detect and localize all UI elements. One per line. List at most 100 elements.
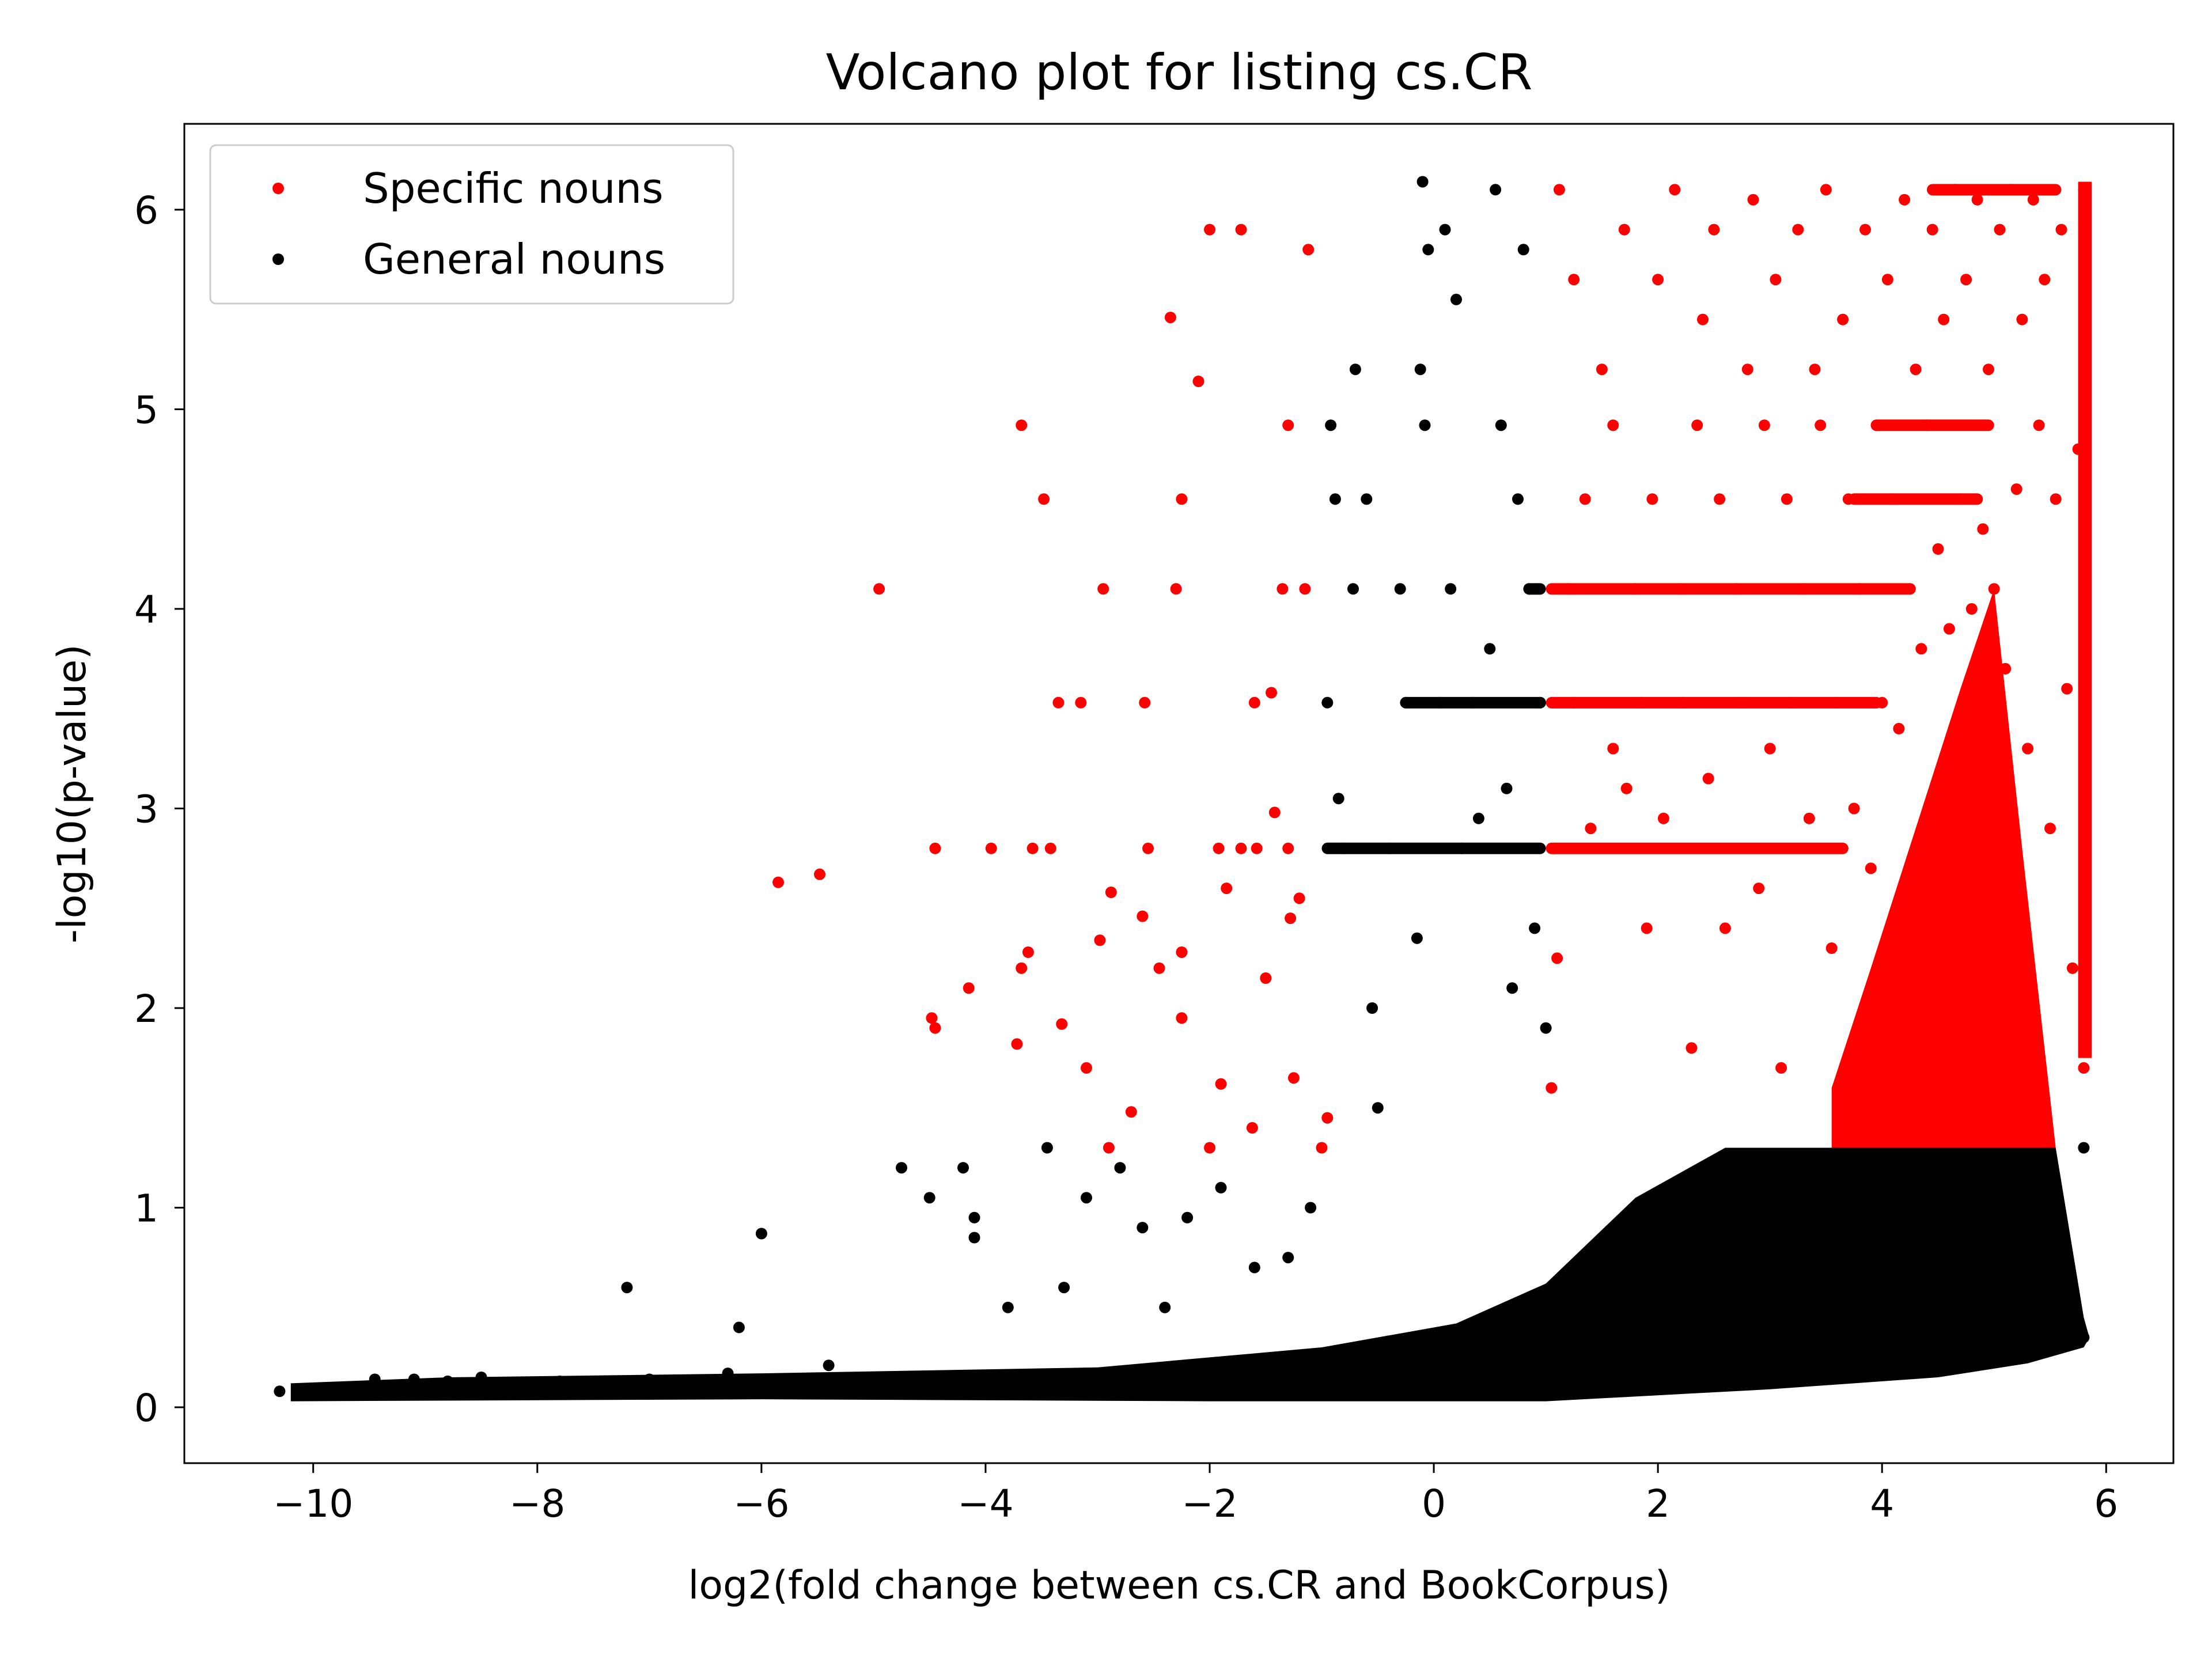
point-band-0-0	[1321, 842, 1546, 854]
general-noun-point	[778, 1377, 790, 1389]
specific-noun-point	[1994, 224, 2006, 236]
specific-noun-point	[1915, 643, 1927, 655]
specific-noun-point	[1568, 274, 1580, 286]
legend-marker-specific	[272, 183, 284, 194]
general-noun-point	[1414, 363, 1426, 376]
specific-noun-point	[929, 842, 941, 854]
point-band-1-1	[1546, 696, 1883, 709]
general-noun-point	[1325, 419, 1337, 431]
general-noun-point	[1058, 1282, 1070, 1294]
general-noun-point	[2044, 1222, 2056, 1234]
specific-noun-point	[1285, 912, 1297, 925]
specific-noun-point	[1831, 696, 1843, 709]
general-noun-point	[1002, 1301, 1014, 1313]
general-noun-point	[1467, 696, 1479, 709]
specific-noun-point	[1011, 1038, 1023, 1050]
scatter-points	[274, 176, 2090, 1397]
specific-noun-point	[1568, 696, 1580, 709]
general-noun-point	[1512, 493, 1524, 505]
specific-noun-point	[814, 868, 825, 880]
specific-noun-point	[1192, 376, 1205, 387]
specific-noun-point	[1926, 224, 1938, 236]
specific-noun-point	[1170, 583, 1182, 595]
general-noun-point	[1366, 1002, 1378, 1014]
specific-noun-point	[929, 1022, 941, 1034]
specific-noun-point	[1105, 887, 1117, 898]
specific-noun-point	[1685, 1042, 1698, 1054]
specific-noun-point	[1277, 583, 1289, 595]
specific-noun-point	[2010, 483, 2022, 495]
specific-noun-point	[1932, 543, 1944, 555]
general-noun-point	[1596, 1241, 1608, 1253]
specific-noun-point	[1081, 1062, 1092, 1074]
specific-noun-point	[1786, 696, 1798, 709]
specific-noun-point	[1870, 419, 1883, 431]
specific-noun-point	[1747, 194, 1759, 206]
specific-noun-point	[1770, 274, 1782, 286]
y-tick-label: 2	[134, 987, 158, 1031]
specific-noun-point	[1960, 274, 1972, 286]
legend-marker-general	[272, 253, 284, 265]
specific-noun-point	[1753, 882, 1765, 895]
general-noun-point	[755, 1228, 767, 1240]
general-noun-point	[1041, 1142, 1053, 1154]
specific-noun-point	[1027, 842, 1039, 854]
specific-noun-point	[1904, 583, 1916, 595]
general-noun-point	[968, 1232, 980, 1244]
general-noun-point	[1501, 782, 1513, 794]
y-tick-label: 3	[134, 787, 158, 831]
specific-noun-point	[1579, 493, 1591, 505]
specific-noun-point	[1938, 313, 1950, 325]
specific-noun-point	[1691, 419, 1703, 431]
general-noun-point	[968, 1211, 980, 1224]
specific-noun-point	[1697, 313, 1709, 325]
plot-frame	[183, 123, 2175, 1464]
specific-noun-point	[1562, 583, 1574, 595]
specific-noun-point	[1260, 972, 1272, 984]
y-tick-label: 0	[134, 1386, 158, 1430]
y-tick-label: 6	[134, 188, 158, 233]
general-noun-point	[688, 1377, 700, 1389]
specific-noun-point	[1669, 184, 1681, 196]
general-noun-point	[643, 1373, 656, 1385]
legend-label-specific: Specific nouns	[363, 164, 664, 213]
specific-noun-point	[1641, 922, 1653, 934]
x-tick-label: 6	[2094, 1482, 2118, 1526]
general-noun-point	[1529, 922, 1541, 934]
specific-noun-point	[1803, 812, 1815, 824]
specific-noun-point	[1607, 743, 1619, 755]
general-nouns-cloud	[290, 1147, 2090, 1402]
specific-noun-point	[1282, 842, 1294, 854]
specific-noun-point	[1287, 1072, 1300, 1084]
general-noun-point	[1445, 583, 1457, 595]
specific-noun-point	[1235, 842, 1247, 854]
general-noun-point	[442, 1375, 454, 1387]
specific-noun-point	[1854, 583, 1866, 595]
point-band-3-0	[1848, 493, 1983, 505]
specific-noun-point	[1719, 922, 1731, 934]
specific-noun-point	[1820, 184, 1832, 196]
specific-noun-point	[1893, 722, 1905, 734]
chart-title: Volcano plot for listing cs.CR	[826, 44, 1533, 101]
specific-noun-point	[1299, 583, 1311, 595]
specific-noun-point	[1293, 892, 1305, 904]
specific-noun-point	[1988, 583, 2000, 595]
specific-noun-point	[1798, 583, 1809, 595]
specific-noun-point	[1164, 312, 1176, 324]
specific-noun-point	[963, 982, 975, 994]
y-tick-label: 4	[134, 588, 158, 632]
specific-noun-point	[1097, 583, 1109, 595]
x-axis-label: log2(fold change between cs.CR and BookC…	[688, 1563, 1670, 1608]
general-noun-point	[1383, 842, 1395, 854]
general-noun-point	[722, 1368, 734, 1380]
specific-noun-point	[1302, 244, 1315, 256]
specific-noun-point	[1094, 934, 1106, 946]
specific-noun-point	[2050, 493, 2062, 505]
specific-noun-point	[1965, 603, 1978, 615]
specific-noun-point	[1213, 842, 1225, 854]
general-noun-point	[1932, 1181, 1944, 1194]
specific-noun-point	[1204, 1142, 1215, 1154]
specific-noun-point	[1899, 194, 1911, 206]
general-noun-point	[1988, 1282, 2000, 1294]
